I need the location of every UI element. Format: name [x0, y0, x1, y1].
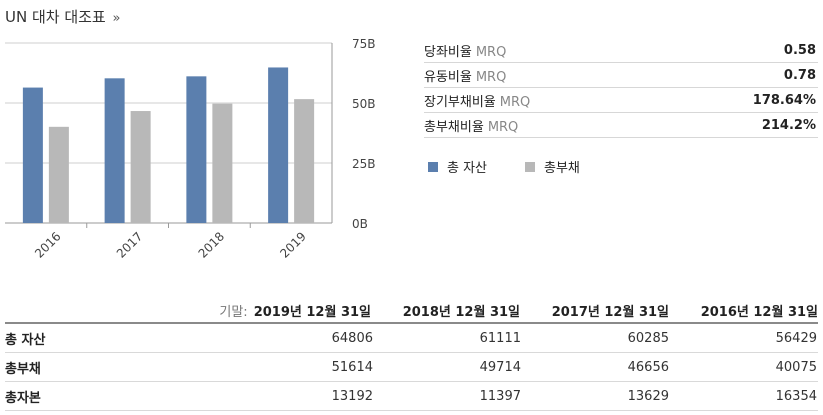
- x-tick-label: 2019: [277, 229, 308, 260]
- row-label: 총자본: [5, 390, 41, 406]
- bar-total-assets: [22, 87, 43, 223]
- table-row: 총 자산 64806 61111 60285 56429: [5, 324, 818, 353]
- ratio-name: 장기부채비율: [424, 94, 496, 110]
- legend-label-liabilities: 총부채: [544, 161, 580, 176]
- column-header: 2017년 12월 31일: [551, 304, 669, 320]
- bar-total-liabilities: [294, 99, 315, 223]
- legend-swatch-assets: [428, 161, 438, 172]
- ratio-value: 0.58: [783, 42, 816, 58]
- ratio-name: 당좌비율: [424, 44, 472, 60]
- chevron-right-icon: »: [112, 11, 121, 26]
- column-header: 2018년 12월 31일: [402, 304, 520, 320]
- x-tick-label: 2018: [196, 229, 227, 260]
- table-cell: 46656: [627, 359, 669, 375]
- bar-total-liabilities: [130, 111, 151, 223]
- legend-label-assets: 총 자산: [447, 161, 488, 176]
- ratio-mrq: MRQ: [487, 119, 519, 135]
- ratio-list: 당좌비율 MRQ 0.58 유동비율 MRQ 0.78 장기부채비율 MRQ 178.…: [424, 38, 818, 138]
- ratio-mrq: MRQ: [475, 44, 507, 60]
- ratio-name: 유동비율: [424, 69, 472, 85]
- table-cell: 11397: [479, 388, 521, 404]
- page-title[interactable]: UN 대차 대조표 »: [5, 6, 121, 27]
- ratio-value: 0.78: [783, 67, 816, 83]
- table-cell: 60285: [627, 330, 669, 346]
- y-tick-label: 25B: [352, 157, 376, 171]
- table-row: 총자본 13192 11397 13629 16354: [5, 382, 818, 411]
- table-cell: 13629: [627, 388, 669, 404]
- bar-total-assets: [268, 67, 289, 223]
- title-text: UN 대차 대조표: [5, 8, 106, 26]
- ratio-mrq: MRQ: [475, 69, 507, 85]
- table-cell: 16354: [775, 388, 817, 404]
- ratio-row-current: 유동비율 MRQ 0.78: [424, 63, 818, 88]
- row-label: 총 자산: [5, 332, 46, 348]
- balance-sheet-chart: 0B 25B 50B 75B 2016 2017 2018 2019: [5, 37, 376, 261]
- table-cell: 56429: [775, 330, 817, 346]
- y-tick-label: 50B: [352, 97, 376, 111]
- legend-item-liabilities[interactable]: 총부채: [525, 157, 580, 176]
- x-tick-label: 2016: [32, 229, 63, 260]
- ratio-name: 총부채비율: [424, 119, 484, 135]
- table-cell: 49714: [479, 359, 521, 375]
- legend-item-assets[interactable]: 총 자산: [428, 157, 487, 176]
- ratio-row-quick: 당좌비율 MRQ 0.58: [424, 38, 818, 63]
- bar-total-assets: [104, 78, 125, 223]
- ratio-row-long-term-debt: 장기부채비율 MRQ 178.64%: [424, 88, 818, 113]
- chart-legend: 총 자산 총부채: [428, 157, 580, 176]
- legend-swatch-liabilities: [525, 161, 536, 172]
- ratio-mrq: MRQ: [499, 94, 531, 110]
- bar-total-liabilities: [212, 103, 233, 223]
- column-header: 2019년 12월 31일: [253, 304, 371, 320]
- ratio-value: 214.2%: [761, 117, 816, 133]
- table-cell: 40075: [775, 359, 817, 375]
- bar-total-liabilities: [48, 126, 69, 223]
- y-tick-label: 75B: [352, 37, 376, 51]
- x-tick-label: 2017: [114, 229, 145, 260]
- row-label: 총부채: [5, 361, 41, 377]
- table-cell: 13192: [331, 388, 373, 404]
- ratio-value: 178.64%: [752, 92, 816, 108]
- table-cell: 61111: [479, 330, 521, 346]
- balance-sheet-table: 기말: 2019년 12월 31일 2018년 12월 31일 2017년 12…: [5, 298, 818, 411]
- table-cell: 64806: [331, 330, 373, 346]
- y-tick-label: 0B: [352, 217, 368, 231]
- table-row: 총부채 51614 49714 46656 40075: [5, 353, 818, 382]
- column-header: 2016년 12월 31일: [700, 304, 818, 320]
- table-header: 기말: 2019년 12월 31일 2018년 12월 31일 2017년 12…: [5, 298, 818, 324]
- period-label: 기말:: [219, 304, 248, 320]
- bar-total-assets: [186, 76, 207, 223]
- ratio-row-total-debt: 총부채비율 MRQ 214.2%: [424, 113, 818, 138]
- table-cell: 51614: [331, 359, 373, 375]
